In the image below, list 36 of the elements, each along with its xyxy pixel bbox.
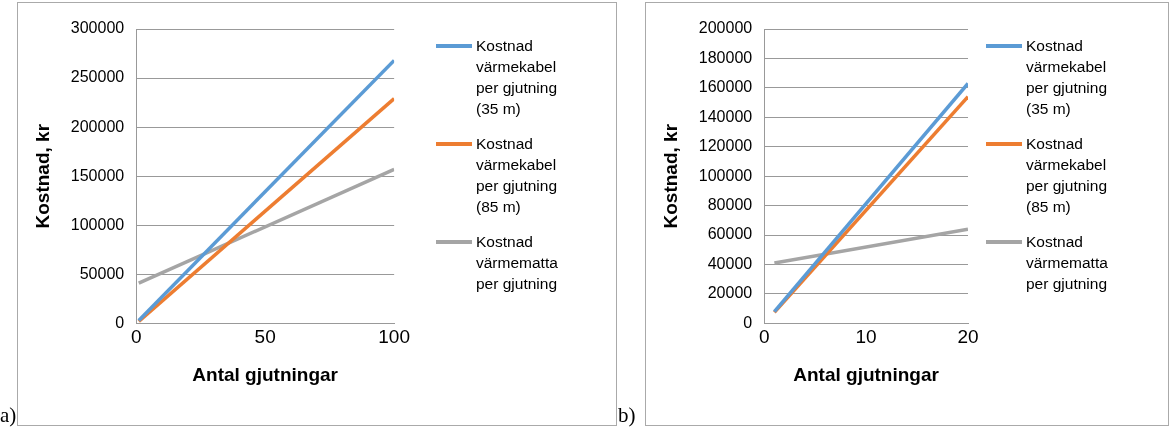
y-tick-label: 60000: [707, 225, 753, 243]
legend-label: Kostnad värmematta per gjutning: [1026, 232, 1109, 294]
legend-label: Kostnad värmekabel per gjutning (85 m): [1026, 134, 1108, 217]
y-tick-label: 200000: [698, 19, 753, 37]
x-tick-label: 50: [254, 326, 276, 348]
legend-label: Kostnad värmematta per gjutning: [476, 232, 559, 294]
x-tick-label: 100: [378, 326, 410, 348]
y-tick-label: 0: [743, 313, 753, 331]
y-axis-title: Kostnad, kr: [659, 123, 681, 229]
y-tick-label: 140000: [698, 107, 753, 125]
y-tick-label: 0: [115, 313, 125, 331]
text: a): [0, 403, 17, 427]
x-axis-title: Antal gjutningar: [192, 363, 339, 385]
legend-label: Kostnad värmekabel per gjutning (35 m): [476, 36, 558, 119]
x-axis-title: Antal gjutningar: [793, 363, 940, 385]
y-tick-label: 20000: [707, 284, 753, 302]
y-tick-label: 180000: [698, 48, 753, 66]
x-tick-label: 10: [855, 326, 877, 348]
y-tick-label: 100000: [698, 166, 753, 184]
y-tick-label: 100000: [70, 215, 125, 233]
legend-label: Kostnad värmekabel per gjutning (85 m): [476, 134, 558, 217]
x-tick-label: 0: [130, 326, 142, 348]
y-tick-label: 160000: [698, 78, 753, 96]
y-tick-label: 200000: [70, 117, 125, 135]
y-tick-label: 80000: [707, 196, 753, 214]
y-tick-label: 300000: [70, 19, 125, 37]
y-tick-label: 50000: [79, 264, 125, 282]
y-tick-label: 150000: [70, 166, 125, 184]
text: b): [618, 403, 636, 427]
y-tick-label: 250000: [70, 68, 125, 86]
y-tick-label: 40000: [707, 254, 753, 272]
x-tick-label: 20: [957, 326, 979, 348]
legend-label: Kostnad värmekabel per gjutning (35 m): [1026, 36, 1108, 119]
y-axis-title: Kostnad, kr: [31, 123, 53, 229]
y-tick-label: 120000: [698, 137, 753, 155]
x-tick-label: 0: [758, 326, 770, 348]
